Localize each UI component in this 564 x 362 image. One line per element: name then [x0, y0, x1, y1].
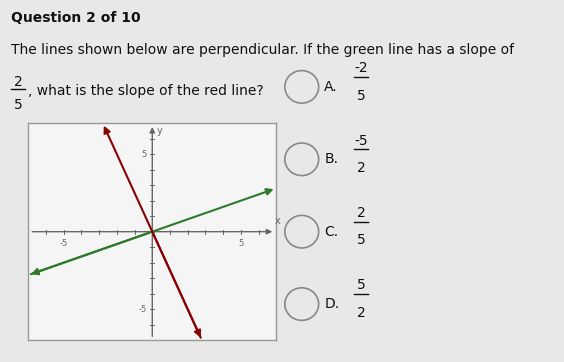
Text: -2: -2 — [354, 61, 368, 75]
Text: A.: A. — [324, 80, 338, 94]
Text: -5: -5 — [139, 305, 147, 314]
Text: y: y — [157, 126, 162, 136]
Text: C.: C. — [324, 225, 338, 239]
Text: 5: 5 — [14, 98, 23, 112]
Text: -5: -5 — [354, 134, 368, 148]
Text: B.: B. — [324, 152, 338, 166]
Text: 2: 2 — [356, 161, 365, 175]
Text: D.: D. — [324, 297, 340, 311]
Text: The lines shown below are perpendicular. If the green line has a slope of: The lines shown below are perpendicular.… — [11, 43, 514, 58]
Text: x: x — [275, 216, 281, 226]
Text: 5: 5 — [356, 278, 365, 292]
Text: 2: 2 — [14, 75, 23, 89]
Text: 5: 5 — [356, 233, 365, 248]
Text: 5: 5 — [356, 89, 365, 103]
Text: , what is the slope of the red line?: , what is the slope of the red line? — [28, 84, 264, 97]
Text: -5: -5 — [60, 239, 68, 248]
Text: Question 2 of 10: Question 2 of 10 — [11, 11, 141, 25]
Text: 5: 5 — [238, 239, 244, 248]
Text: 2: 2 — [356, 306, 365, 320]
Text: 5: 5 — [142, 150, 147, 159]
Text: 2: 2 — [356, 206, 365, 220]
